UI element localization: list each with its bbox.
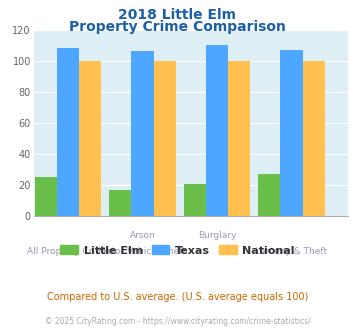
Text: Property Crime Comparison: Property Crime Comparison [69, 20, 286, 34]
Bar [280, 50, 302, 216]
Legend: Little Elm, Texas, National: Little Elm, Texas, National [56, 241, 299, 260]
Text: Motor Vehicle Theft: Motor Vehicle Theft [98, 248, 186, 256]
Text: All Property Crime: All Property Crime [27, 248, 109, 256]
Bar [206, 45, 228, 216]
Text: Arson: Arson [130, 231, 155, 240]
Bar [57, 49, 79, 216]
Bar [79, 61, 101, 216]
Bar [131, 51, 154, 216]
Bar [258, 174, 280, 216]
Bar [228, 61, 250, 216]
Bar [109, 190, 131, 216]
Text: Compared to U.S. average. (U.S. average equals 100): Compared to U.S. average. (U.S. average … [47, 292, 308, 302]
Bar [154, 61, 176, 216]
Text: Burglary: Burglary [198, 231, 236, 240]
Bar [184, 183, 206, 216]
Bar [35, 177, 57, 216]
Text: 2018 Little Elm: 2018 Little Elm [119, 8, 236, 22]
Text: Larceny & Theft: Larceny & Theft [256, 248, 328, 256]
Text: © 2025 CityRating.com - https://www.cityrating.com/crime-statistics/: © 2025 CityRating.com - https://www.city… [45, 317, 310, 326]
Bar [302, 61, 325, 216]
